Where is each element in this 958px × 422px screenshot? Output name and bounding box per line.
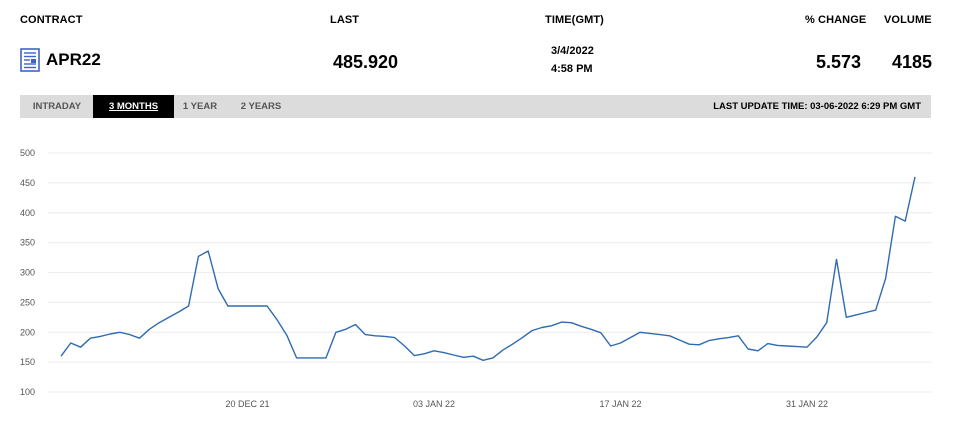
last-update-time: LAST UPDATE TIME: 03-06-2022 6:29 PM GMT [713, 101, 921, 112]
column-header-last: LAST [330, 14, 360, 26]
y-tick-label: 450 [20, 178, 35, 188]
x-tick-label: 17 JAN 22 [600, 399, 642, 409]
price-line-chart: 100 150 200 250 300 350 400 450 500 20 DEC 21 03 J… [20, 148, 932, 409]
price-series-line [60, 176, 916, 362]
tab-intraday[interactable]: INTRADAY [32, 101, 82, 112]
x-tick-label: 03 JAN 22 [413, 399, 455, 409]
y-tick-label: 400 [20, 208, 35, 218]
trade-date: 3/4/2022 [551, 45, 594, 57]
last-price: 485.920 [333, 52, 399, 72]
contract-cell: APR22 [20, 48, 101, 72]
x-tick-label: 31 JAN 22 [786, 399, 828, 409]
y-tick-label: 150 [20, 357, 35, 367]
column-header-time: TIME(GMT) [545, 14, 604, 26]
tab-3-months[interactable]: 3 MONTHS [93, 95, 174, 118]
y-tick-label: 300 [20, 268, 35, 278]
percent-change: 5.573 [816, 52, 862, 72]
y-tick-label: 350 [20, 238, 35, 248]
column-header-contract: CONTRACT [20, 14, 83, 26]
document-chart-icon[interactable] [20, 48, 40, 72]
y-tick-label: 500 [20, 148, 35, 158]
trade-time: 4:58 PM [551, 63, 593, 75]
y-tick-label: 100 [20, 387, 35, 397]
y-tick-label: 250 [20, 297, 35, 307]
tab-1-year[interactable]: 1 YEAR [182, 101, 218, 112]
range-tab-bar: INTRADAY 3 MONTHS 1 YEAR 2 YEARS LAST UP… [20, 95, 931, 118]
y-tick-label: 200 [20, 327, 35, 337]
column-header-volume: VOLUME [884, 14, 932, 26]
column-header-change: % CHANGE [805, 14, 867, 26]
contract-name: APR22 [46, 50, 101, 69]
volume-value: 4185 [892, 52, 933, 72]
tab-2-years[interactable]: 2 YEARS [240, 101, 282, 112]
x-tick-label: 20 DEC 21 [225, 399, 269, 409]
